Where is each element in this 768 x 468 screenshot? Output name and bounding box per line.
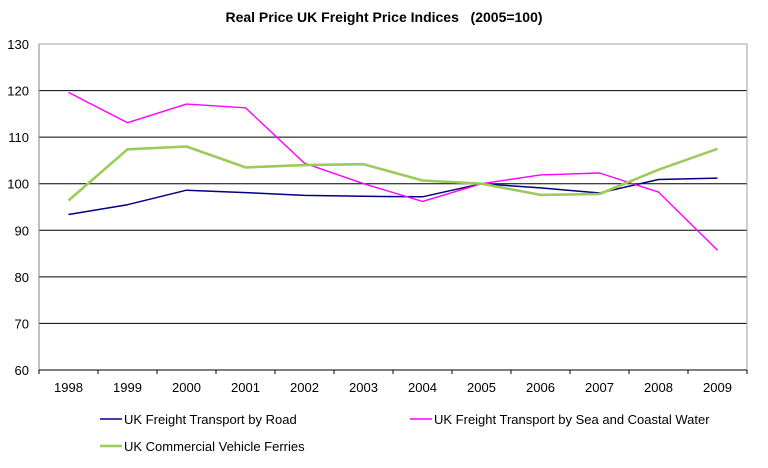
x-tick-label: 2002 bbox=[290, 380, 319, 395]
y-tick-label: 110 bbox=[8, 130, 29, 145]
y-axis-ticks: 60 70 80 90 100 110 120 130 bbox=[7, 37, 29, 378]
x-tick-label: 2000 bbox=[172, 380, 201, 395]
y-tick-label: 70 bbox=[15, 316, 29, 331]
legend-label-3: UK Commercial Vehicle Ferries bbox=[124, 439, 305, 454]
x-tick-label: 1998 bbox=[54, 380, 83, 395]
series-line-2 bbox=[68, 91, 718, 251]
legend-label-1: UK Freight Transport by Road bbox=[124, 412, 297, 427]
y-tick-label: 120 bbox=[7, 84, 29, 99]
x-tick-label: 1999 bbox=[113, 380, 142, 395]
legend: UK Freight Transport by Road UK Freight T… bbox=[100, 412, 710, 454]
y-tick-label: 80 bbox=[15, 270, 29, 285]
x-tick-label: 2004 bbox=[408, 380, 437, 395]
chart-title: Real Price UK Freight Price Indices (200… bbox=[225, 9, 542, 25]
x-tick-label: 2005 bbox=[467, 380, 496, 395]
axes bbox=[38, 43, 748, 371]
x-tick-label: 2009 bbox=[703, 380, 732, 395]
y-tick-label: 130 bbox=[7, 37, 29, 52]
x-tick-label: 2008 bbox=[644, 380, 673, 395]
y-tick-label: 100 bbox=[7, 177, 29, 192]
legend-label-2: UK Freight Transport by Sea and Coastal … bbox=[434, 412, 710, 427]
x-tick-label: 2001 bbox=[231, 380, 260, 395]
y-tick-label: 60 bbox=[15, 363, 29, 378]
x-axis-ticks: 1998 1999 2000 2001 2002 2003 2004 2005 2006 2007… bbox=[38, 370, 748, 395]
x-tick-label: 2003 bbox=[349, 380, 378, 395]
x-tick-label: 2006 bbox=[526, 380, 555, 395]
gridlines bbox=[39, 90, 747, 324]
series-line-3 bbox=[67, 145, 718, 202]
series-lines bbox=[67, 91, 718, 251]
x-tick-label: 2007 bbox=[585, 380, 614, 395]
y-tick-label: 90 bbox=[15, 223, 29, 238]
